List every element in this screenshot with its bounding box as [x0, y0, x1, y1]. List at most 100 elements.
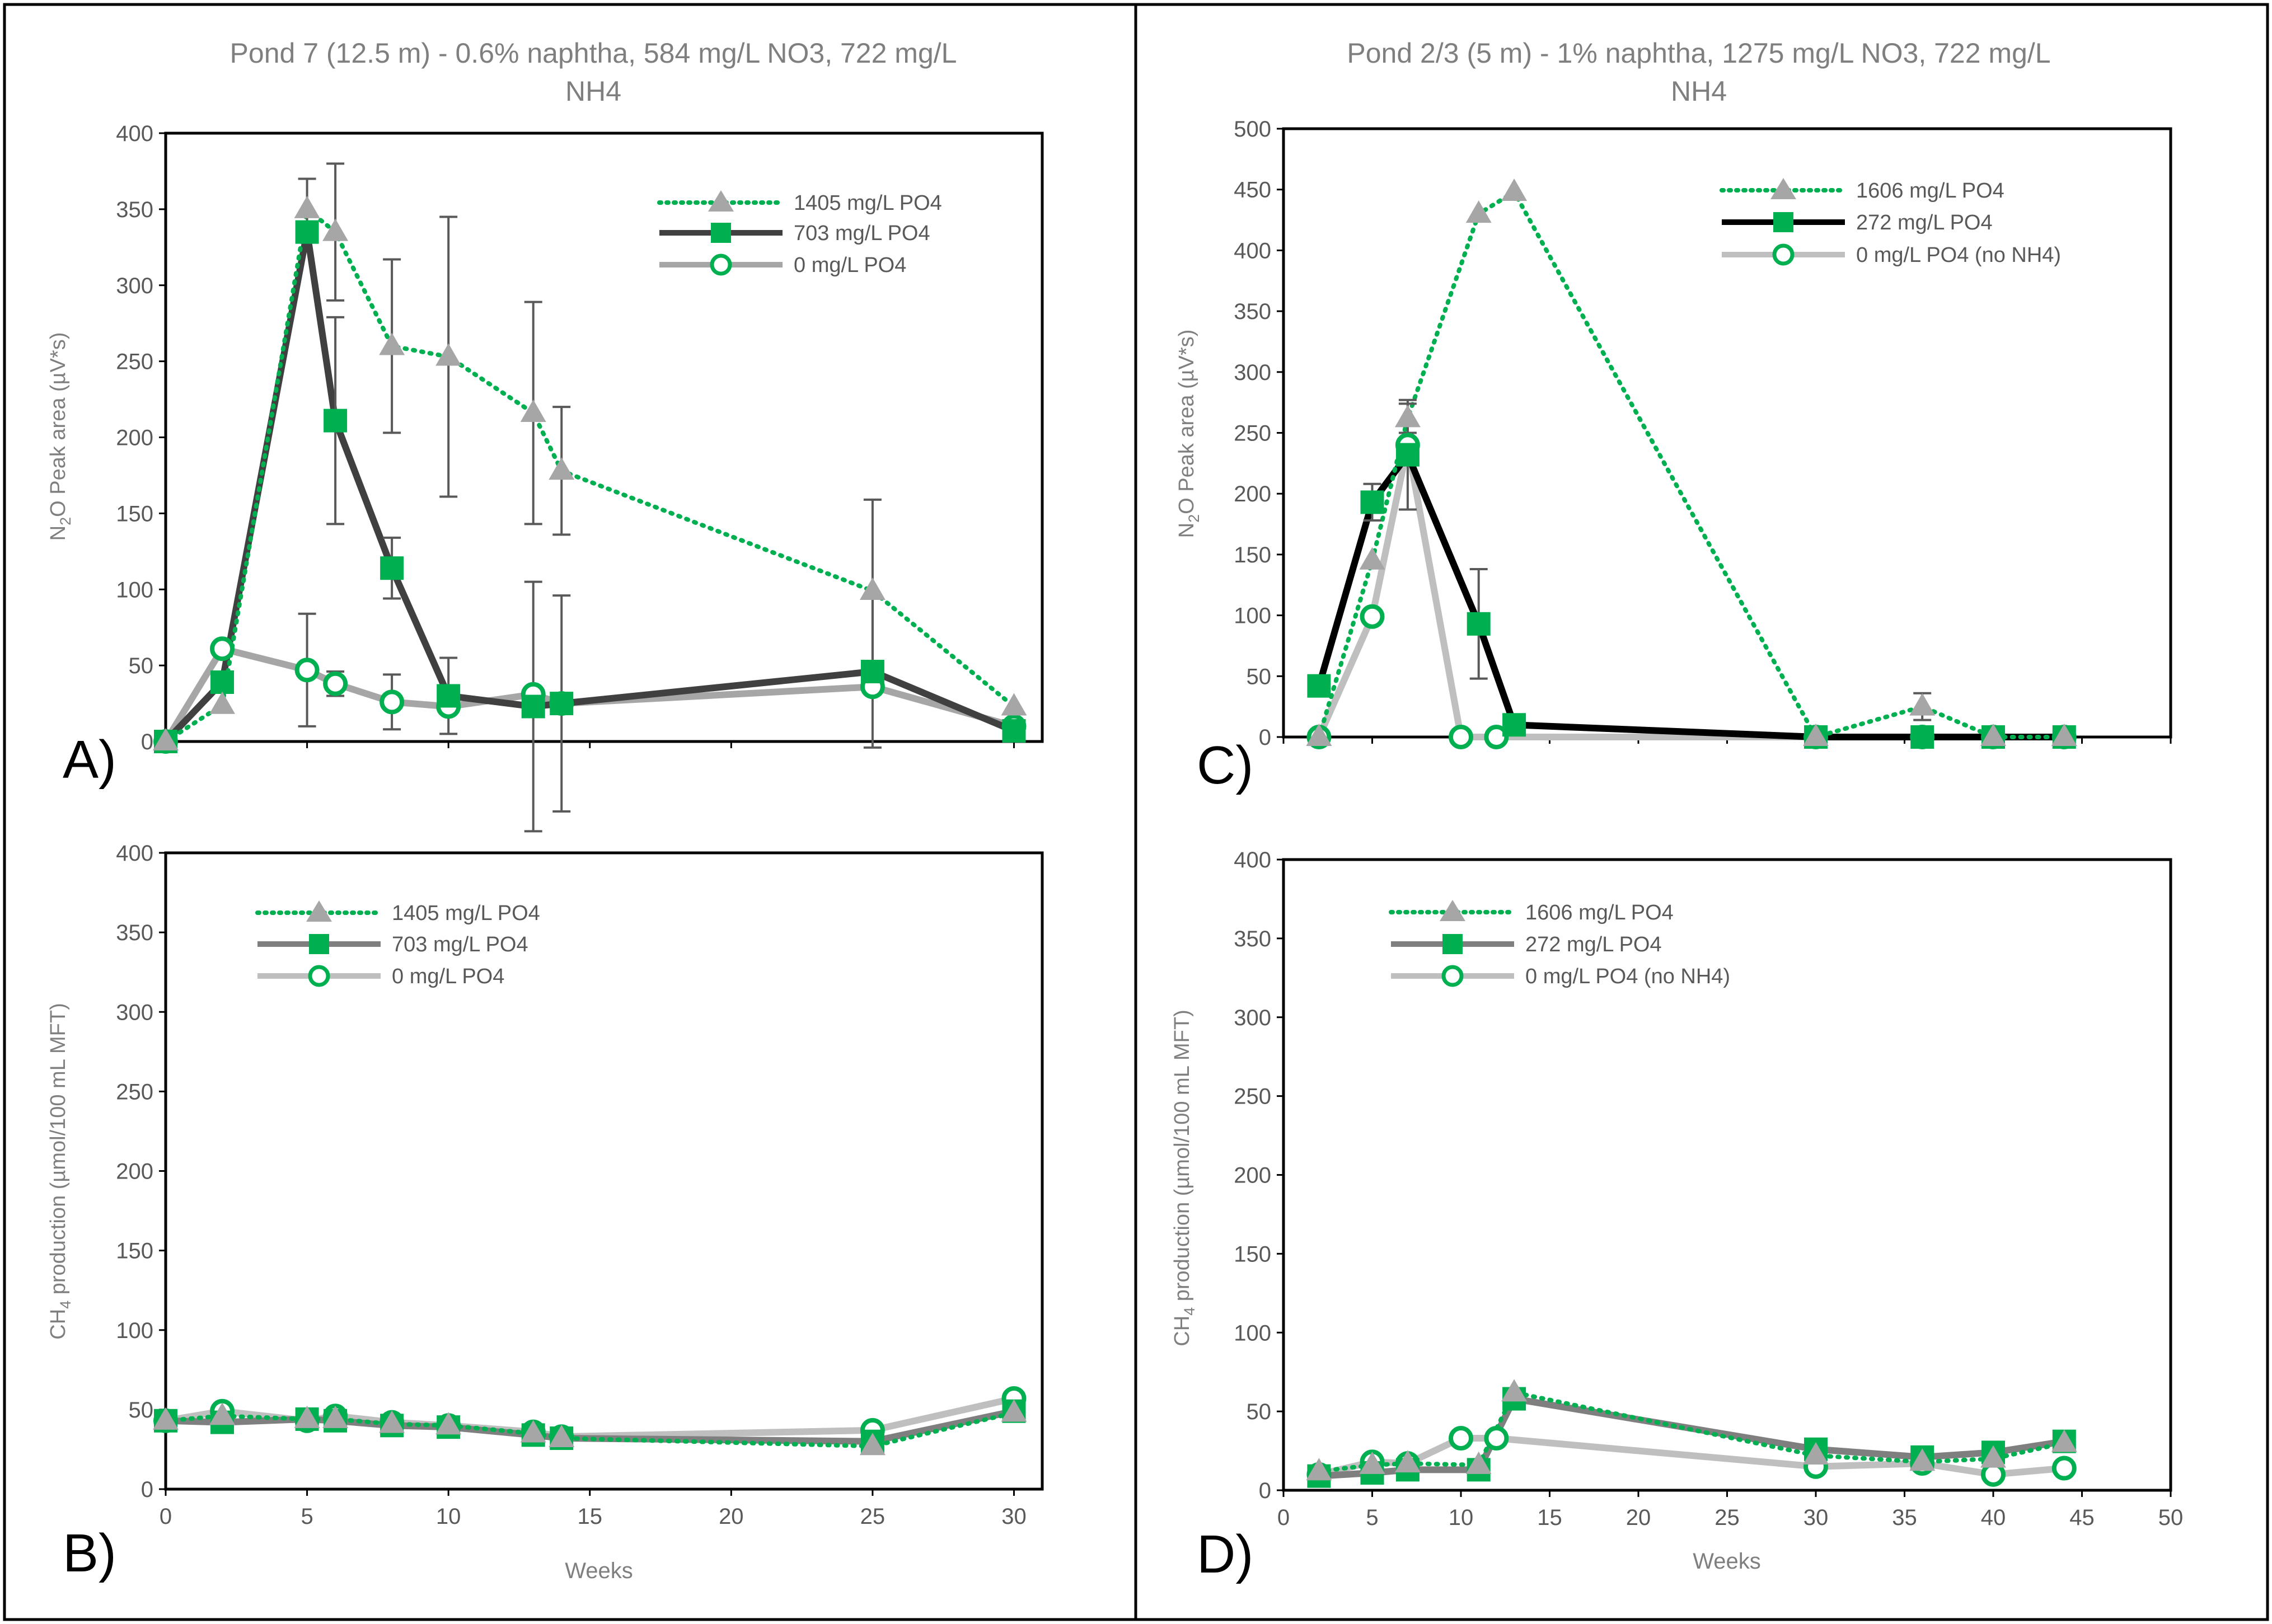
panel-a-ylabel-sub: 2 [57, 517, 74, 525]
panel-a-ylabel-text: N2O Peak area (µV*s) [46, 332, 74, 541]
square-marker-icon [711, 223, 731, 243]
y-tick-label: 350 [1234, 927, 1271, 951]
y-tick-label: 0 [1259, 725, 1271, 750]
y-tick-label: 200 [116, 426, 153, 450]
panel-a-ylabel-pre: N [46, 525, 70, 541]
triangle-marker [379, 1410, 405, 1433]
series-line-0 [163, 206, 1016, 744]
square-marker [1395, 443, 1420, 467]
y-tick-label: 200 [1234, 482, 1271, 506]
y-tick-label: 400 [116, 841, 153, 866]
y-tick-label: 250 [116, 350, 153, 374]
circle-marker-icon [1772, 243, 1795, 266]
triangle-marker [1001, 693, 1027, 716]
triangle-marker [1394, 405, 1421, 428]
triangle-marker [153, 728, 179, 750]
panel-a-legend-label-2: 703 mg/L PO4 [794, 222, 930, 245]
triangle-marker [2051, 1429, 2077, 1452]
square-marker [1360, 490, 1384, 514]
triangle-marker [1909, 693, 1936, 716]
triangle-marker [520, 1420, 546, 1443]
panel-a-legend-label-3: 0 mg/L PO4 [794, 254, 906, 277]
y-tick-label: 250 [1234, 421, 1271, 446]
panel-c-label: C) [1197, 735, 1253, 795]
circle-marker [1449, 1426, 1473, 1451]
panel-c-ylabel-text: N2O Peak area (µV*s) [1175, 330, 1202, 538]
y-tick-label: 200 [116, 1160, 153, 1184]
triangle-marker [209, 691, 236, 714]
panel-b-legend: 1405 mg/L PO4 703 mg/L PO4 0 mg/L PO4 [255, 900, 540, 988]
panel-d-label: D) [1197, 1524, 1253, 1584]
panel-c-legend-entry-2: 272 mg/L PO4 [1722, 211, 1993, 234]
panel-c-title-line2: NH4 [1671, 76, 1727, 107]
panel-c-legend-label-1: 1606 mg/L PO4 [1856, 179, 2004, 203]
triangle-marker [1465, 200, 1492, 223]
panel-b-xaxis-label: Weeks [565, 1559, 633, 1583]
panel-d-legend-label-1: 1606 mg/L PO4 [1525, 901, 1674, 924]
square-marker [210, 670, 235, 694]
panel-a-label: A) [63, 730, 116, 790]
panel-c-ylabel-sub: 2 [1186, 514, 1202, 523]
x-tick-label: 5 [1366, 1505, 1378, 1530]
circle-marker [2051, 1456, 2077, 1481]
y-tick-label: 300 [1234, 1006, 1271, 1030]
y-tick-label: 350 [1234, 299, 1271, 324]
triangle-marker-icon [1440, 900, 1465, 921]
panel-d-ylabel-text: CH4 production (µmol/100 mL MFT) [1170, 1010, 1198, 1346]
panel-b-plot: 0 50 100 150 200 250 300 350 400 0 5 10 15 20 25 30 [116, 841, 1044, 1529]
panel-b-yaxis-label: CH4 production (µmol/100 mL MFT) [46, 1003, 74, 1339]
x-tick-label: 40 [1981, 1505, 2006, 1530]
y-tick-label: 150 [116, 501, 153, 526]
panel-b-legend-label-1: 1405 mg/L PO4 [392, 902, 540, 925]
x-tick-label: 25 [1714, 1505, 1740, 1530]
circle-marker [380, 689, 405, 715]
panel-d: CH4 production (µmol/100 mL MFT) 0501001… [1170, 848, 2183, 1584]
panel-d-legend-entry-1: 1606 mg/L PO4 [1389, 900, 1674, 924]
y-tick-label: 500 [1234, 117, 1271, 142]
x-tick-label: 50 [2158, 1505, 2184, 1530]
circle-marker [323, 671, 348, 696]
triangle-marker [294, 1405, 320, 1428]
triangle-marker [209, 1402, 236, 1425]
y-tick-label: 300 [116, 1000, 153, 1025]
y-tick-label: 50 [129, 1398, 154, 1423]
x-tick-label: 10 [436, 1504, 461, 1529]
y-tick-label: 0 [1259, 1479, 1271, 1503]
triangle-marker [1465, 1451, 1492, 1474]
y-tick-label: 150 [1234, 1242, 1271, 1266]
y-tick-label: 150 [1234, 543, 1271, 567]
y-tick-label: 100 [1234, 604, 1271, 628]
y-tick-label: 0 [141, 730, 153, 754]
triangle-marker [435, 1412, 462, 1435]
triangle-marker [1359, 547, 1385, 570]
series-markers [1306, 1379, 2077, 1488]
panel-d-legend: 1606 mg/L PO4 272 mg/L PO4 0 mg/L PO4 (n… [1389, 900, 1730, 988]
square-marker [295, 220, 319, 244]
panel-d-ylabel-pre: CH [1170, 1316, 1194, 1346]
square-marker-icon [1442, 934, 1463, 954]
panel-b-legend-entry-1: 1405 mg/L PO4 [255, 900, 540, 925]
triangle-marker-icon [306, 900, 332, 922]
triangle-marker [1394, 1450, 1421, 1473]
triangle-marker [294, 195, 320, 218]
series-markers [153, 1386, 1027, 1456]
panel-b-legend-label-2: 703 mg/L PO4 [392, 933, 528, 956]
triangle-marker [1909, 1448, 1936, 1471]
panel-c-plot: 0 50 100 150 200 250 300 350 400 450 500 [1234, 117, 2172, 750]
y-tick-label: 50 [1247, 1400, 1272, 1424]
triangle-marker [549, 1425, 575, 1448]
triangle-marker [435, 343, 462, 366]
x-tick-label: 15 [577, 1504, 602, 1529]
series-markers [1306, 179, 2077, 749]
panel-d-legend-entry-2: 272 mg/L PO4 [1391, 933, 1662, 956]
triangle-marker [1980, 724, 2006, 746]
square-marker [521, 694, 545, 719]
y-tick-label: 400 [116, 121, 153, 146]
series-lines [162, 206, 1016, 744]
triangle-marker [1980, 1445, 2006, 1468]
panel-a-yaxis-label: N2O Peak area (µV*s) [46, 332, 74, 541]
triangle-marker [549, 457, 575, 480]
square-marker [324, 409, 348, 433]
panel-b-ylabel-post: production (µmol/100 mL MFT) [46, 1003, 70, 1301]
circle-marker [210, 636, 235, 661]
